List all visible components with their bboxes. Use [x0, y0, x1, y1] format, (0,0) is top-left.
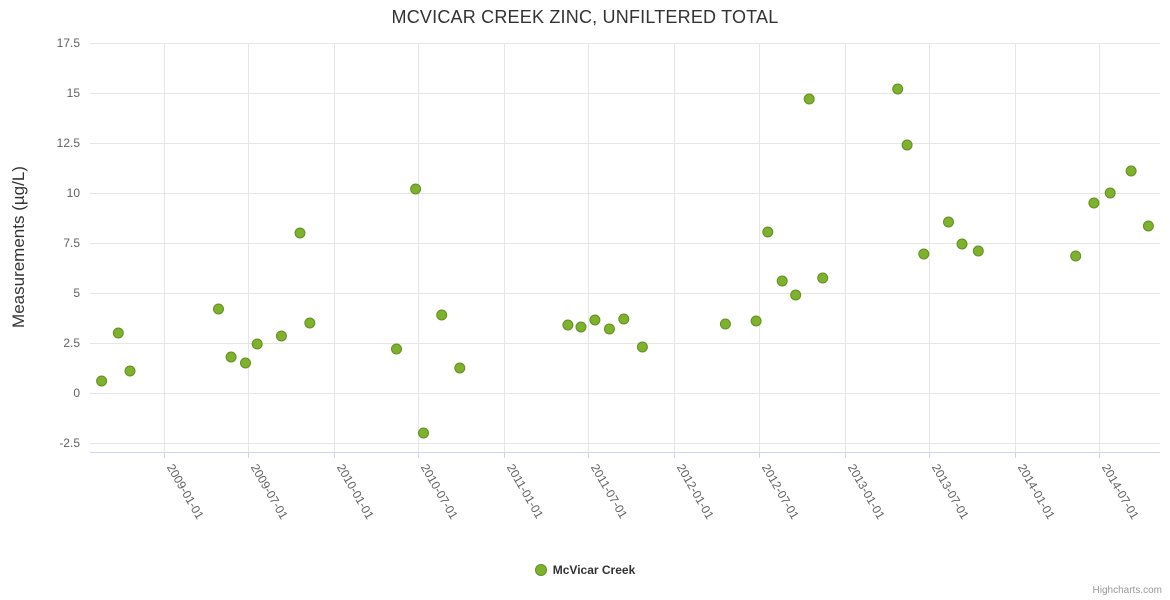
y-tick-label: 2.5: [63, 336, 80, 350]
data-point[interactable]: [304, 317, 316, 329]
y-tick-label: 10: [67, 186, 81, 200]
data-point[interactable]: [418, 427, 429, 439]
data-point[interactable]: [391, 343, 402, 355]
x-tick-label: 2013-01-01: [845, 462, 888, 522]
data-point[interactable]: [762, 226, 774, 238]
data-point[interactable]: [803, 93, 815, 105]
data-point[interactable]: [719, 318, 731, 330]
x-tick-label: 2010-01-01: [334, 462, 377, 522]
data-point[interactable]: [575, 321, 587, 333]
data-point[interactable]: [618, 313, 630, 325]
data-point[interactable]: [251, 338, 263, 350]
y-tick-label: 0: [73, 386, 80, 400]
x-tick-label: 2012-01-01: [674, 462, 717, 522]
y-tick-label: -2.5: [59, 436, 80, 450]
x-tick-label: 2012-07-01: [759, 462, 802, 522]
data-point[interactable]: [956, 238, 968, 250]
data-point[interactable]: [240, 357, 251, 369]
data-points-layer: [96, 83, 1154, 439]
data-point[interactable]: [776, 275, 788, 287]
x-tick-label: 2013-07-01: [929, 462, 972, 522]
y-axis-title: Measurements (µg/L): [9, 166, 28, 328]
legend-item-mcvicar-creek[interactable]: McVicar Creek: [0, 563, 1170, 577]
data-point[interactable]: [603, 323, 615, 335]
y-tick-label: 15: [67, 86, 81, 100]
data-point[interactable]: [1104, 187, 1116, 199]
data-point[interactable]: [294, 227, 306, 239]
y-tick-label: 12.5: [57, 136, 81, 150]
data-point[interactable]: [972, 245, 984, 257]
data-point[interactable]: [562, 319, 574, 331]
data-point[interactable]: [124, 365, 136, 377]
data-point[interactable]: [817, 272, 829, 284]
x-tick-label: 2009-01-01: [164, 462, 207, 522]
axes: -2.5 0 2.5 5 7.5 10 12.5 15 17.5 2009-01-01 2009-0…: [57, 36, 1160, 522]
data-point[interactable]: [943, 216, 954, 228]
data-point[interactable]: [636, 341, 648, 353]
data-point[interactable]: [225, 351, 237, 363]
gridlines: [90, 43, 1160, 452]
y-tick-label: 7.5: [63, 236, 80, 250]
x-tick-label: 2014-01-01: [1015, 462, 1058, 522]
data-point[interactable]: [96, 375, 108, 387]
data-point[interactable]: [892, 83, 904, 95]
data-point[interactable]: [112, 327, 124, 339]
data-point[interactable]: [410, 183, 422, 195]
data-point[interactable]: [589, 314, 601, 326]
data-point[interactable]: [750, 315, 762, 327]
data-point[interactable]: [275, 330, 287, 342]
data-point[interactable]: [790, 289, 802, 301]
y-tick-label: 17.5: [57, 36, 81, 50]
data-point[interactable]: [918, 248, 930, 260]
data-point[interactable]: [1088, 197, 1100, 209]
data-point[interactable]: [454, 362, 466, 374]
x-tick-label: 2011-07-01: [588, 462, 631, 522]
data-point[interactable]: [1125, 165, 1137, 177]
chart-title: MCVICAR CREEK ZINC, UNFILTERED TOTAL: [391, 7, 779, 27]
data-point[interactable]: [1142, 220, 1154, 232]
legend-marker-icon: [534, 564, 547, 576]
x-tick-label: 2010-07-01: [418, 462, 461, 522]
legend-series-label: McVicar Creek: [552, 563, 636, 577]
x-tick-label: 2014-07-01: [1099, 462, 1142, 522]
data-point[interactable]: [1070, 250, 1082, 262]
highcharts-credit-link[interactable]: Highcharts.com: [1092, 585, 1162, 596]
data-point[interactable]: [436, 309, 448, 321]
x-tick-label: 2009-07-01: [248, 462, 291, 522]
y-tick-label: 5: [73, 286, 80, 300]
data-point[interactable]: [213, 303, 224, 315]
x-tick-label: 2011-01-01: [504, 462, 547, 522]
data-point[interactable]: [901, 139, 913, 151]
